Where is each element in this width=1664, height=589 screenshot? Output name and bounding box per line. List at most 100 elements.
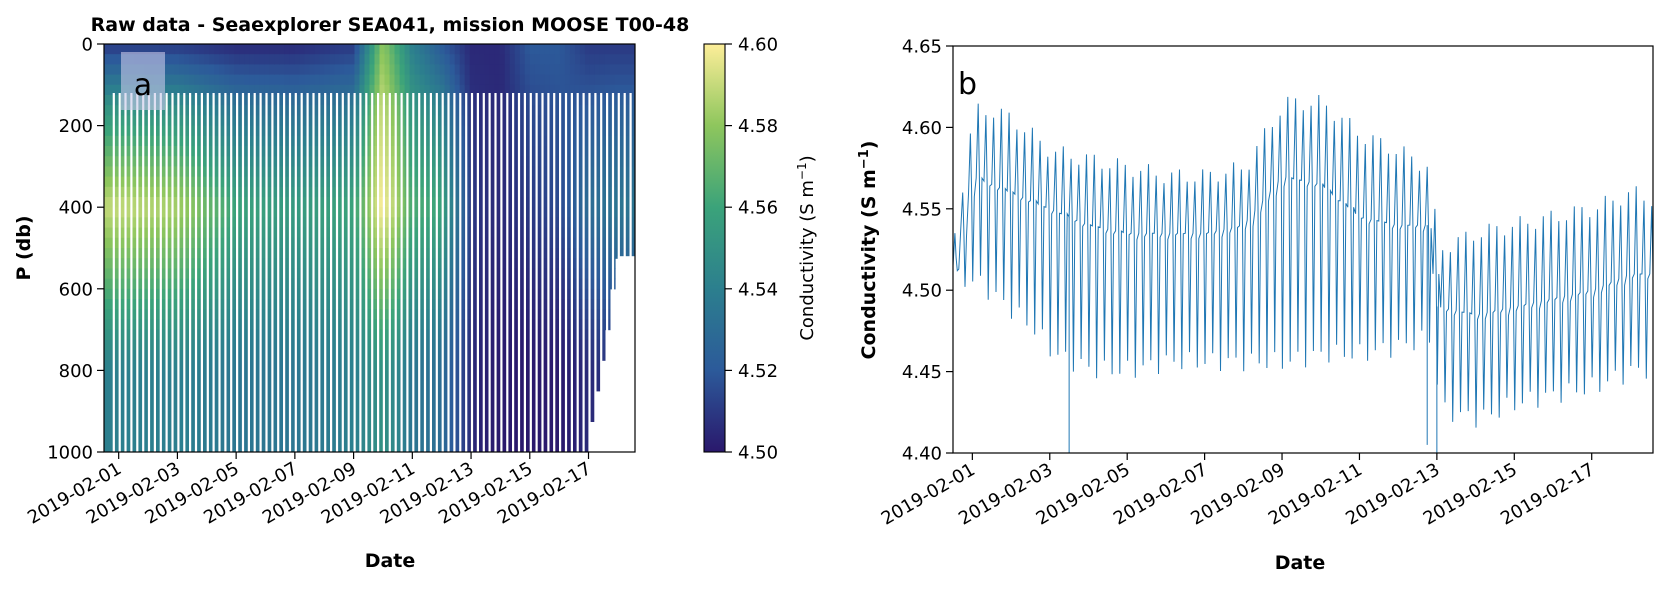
- heatmap-cell: [174, 401, 180, 412]
- heatmap-cell: [224, 207, 230, 218]
- heatmap-cell: [494, 105, 501, 116]
- heatmap-cell: [359, 227, 366, 239]
- heatmap-cell: [514, 309, 521, 320]
- heatmap-cell: [564, 390, 571, 402]
- heatmap-cell: [274, 421, 280, 433]
- heatmap-cell: [359, 217, 366, 229]
- heatmap-cell: [214, 54, 220, 65]
- heatmap-cell: [289, 350, 295, 361]
- heatmap-cell: [374, 64, 381, 76]
- heatmap-cell: [274, 309, 280, 320]
- heatmap-cell: [494, 258, 501, 269]
- heatmap-cell: [394, 207, 401, 218]
- heatmap-cell: [464, 401, 471, 412]
- heatmap-cell: [114, 268, 120, 280]
- heatmap-cell: [244, 207, 250, 218]
- conductivity-line: [953, 94, 1653, 453]
- heatmap-cell: [474, 44, 481, 55]
- heatmap-cell: [584, 115, 591, 127]
- heatmap-cell: [184, 278, 190, 290]
- heatmap-cell: [274, 176, 280, 188]
- heatmap-cell: [279, 299, 285, 310]
- heatmap-cell: [414, 54, 421, 65]
- heatmap-cell: [419, 227, 426, 239]
- heatmap-cell: [254, 380, 260, 392]
- heatmap-cell: [224, 95, 230, 106]
- heatmap-cell: [419, 258, 426, 269]
- heatmap-cell: [304, 84, 310, 96]
- heatmap-cell: [309, 268, 315, 280]
- heatmap-cell: [289, 135, 295, 147]
- heatmap-cell: [394, 146, 401, 157]
- heatmap-cell: [549, 299, 556, 310]
- heatmap-cell: [559, 401, 566, 412]
- heatmap-cell: [279, 329, 285, 341]
- heatmap-cell: [464, 441, 471, 452]
- heatmap-cell: [584, 339, 591, 351]
- heatmap-cell: [524, 115, 531, 127]
- heatmap-cell: [549, 84, 556, 96]
- heatmap-cell: [179, 329, 185, 341]
- heatmap-cell: [344, 44, 351, 55]
- heatmap-cell: [249, 299, 255, 310]
- heatmap-cell: [254, 105, 260, 116]
- heatmap-cell: [154, 380, 160, 392]
- heatmap-cell: [489, 217, 496, 229]
- heatmap-cell: [319, 380, 325, 392]
- heatmap-cell: [314, 319, 320, 331]
- heatmap-cell: [179, 360, 185, 371]
- heatmap-cell: [549, 176, 556, 188]
- heatmap-cell: [554, 390, 561, 402]
- heatmap-cell: [274, 74, 280, 86]
- heatmap-cell: [610, 64, 616, 76]
- heatmap-cell: [104, 299, 110, 310]
- heatmap-cell: [584, 207, 591, 218]
- heatmap-cell: [404, 54, 411, 65]
- heatmap-cell: [219, 370, 225, 382]
- heatmap-cell: [189, 237, 195, 249]
- heatmap-cell: [574, 44, 581, 55]
- heatmap-cell: [559, 380, 566, 392]
- heatmap-cell: [529, 44, 536, 55]
- heatmap-cell: [494, 319, 501, 331]
- heatmap-cell: [144, 146, 150, 157]
- heatmap-cell: [384, 411, 391, 422]
- heatmap-cell: [589, 115, 596, 127]
- heatmap-cell: [459, 421, 466, 433]
- heatmap-cell: [109, 278, 115, 290]
- heatmap-cell: [594, 380, 601, 392]
- heatmap-cell: [219, 197, 225, 208]
- heatmap-cell: [109, 441, 115, 452]
- heatmap-cell: [554, 146, 561, 157]
- heatmap-cell: [144, 288, 150, 300]
- heatmap-cell: [625, 186, 631, 198]
- heatmap-cell: [549, 380, 556, 392]
- heatmap-cell: [494, 299, 501, 310]
- heatmap-cell: [284, 431, 290, 443]
- heatmap-cell: [249, 54, 255, 65]
- heatmap-cell: [620, 186, 626, 198]
- heatmap-cell: [184, 299, 190, 310]
- heatmap-cell: [174, 258, 180, 269]
- heatmap-cell: [384, 329, 391, 341]
- heatmap-cell: [184, 95, 190, 106]
- heatmap-cell: [309, 319, 315, 331]
- heatmap-cell: [589, 237, 596, 249]
- heatmap-cell: [424, 370, 431, 382]
- heatmap-cell: [324, 380, 330, 392]
- heatmap-cell: [615, 74, 621, 86]
- heatmap-cell: [549, 390, 556, 402]
- x-axis-a: 2019-02-012019-02-032019-02-052019-02-07…: [24, 452, 595, 529]
- heatmap-cell: [464, 146, 471, 157]
- heatmap-cell: [449, 156, 456, 167]
- heatmap-cell: [464, 278, 471, 290]
- heatmap-cell: [429, 125, 436, 137]
- heatmap-cell: [159, 421, 165, 433]
- heatmap-cell: [294, 299, 300, 310]
- heatmap-cell: [294, 115, 300, 127]
- heatmap-cell: [344, 197, 351, 208]
- heatmap-cell: [464, 207, 471, 218]
- heatmap-cell: [209, 176, 215, 188]
- heatmap-cell: [109, 299, 115, 310]
- heatmap-cell: [324, 84, 330, 96]
